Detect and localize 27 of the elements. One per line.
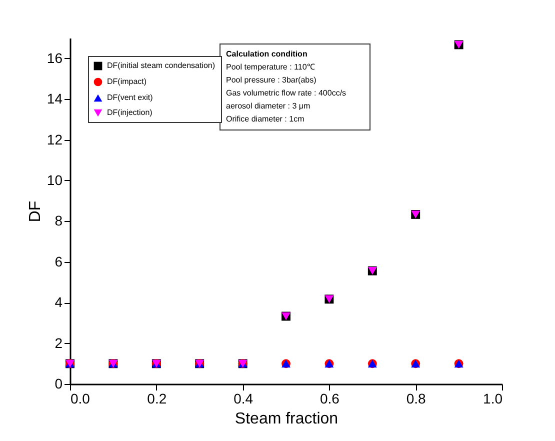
x-tick-label: 0.4 (234, 390, 254, 406)
x-tick-label: 0.2 (147, 390, 167, 406)
x-tick-label: 1.0 (483, 390, 503, 406)
y-tick-label: 10 (46, 172, 63, 188)
y-tick-label: 0 (54, 376, 63, 392)
x-tick-label: 0.8 (406, 390, 426, 406)
annotation: Pool pressure : 3bar(abs) (226, 76, 317, 84)
y-axis-title: DF (26, 200, 44, 222)
y-tick-label: 8 (54, 212, 63, 229)
annotation: Gas volumetric flow rate : 400cc/s (226, 88, 346, 98)
annotation: aerosol diameter : 3 μm (226, 102, 311, 110)
y-tick-label: 14 (46, 90, 63, 107)
x-tick-label: 0.6 (320, 390, 340, 406)
x-axis-title: Steam fraction (234, 410, 338, 428)
legend-label: DF(impact) (107, 77, 147, 86)
legend-label: DF(initial steam condensation) (107, 61, 216, 70)
y-tick-label: 6 (54, 253, 63, 270)
y-tick-label: 2 (54, 334, 63, 351)
annotation: Pool temperature : 110℃ (226, 62, 315, 72)
y-tick-label: 16 (46, 50, 63, 66)
x-tick-label: 0.0 (70, 390, 90, 406)
y-tick-label: 4 (54, 294, 63, 310)
y-tick-label: 12 (46, 131, 63, 148)
annotation: Calculation condition (226, 50, 308, 58)
legend-label: DF(vent exit) (107, 93, 154, 102)
legend-label: DF(injection) (107, 108, 153, 117)
annotation: Orifice diameter : 1cm (226, 114, 305, 124)
